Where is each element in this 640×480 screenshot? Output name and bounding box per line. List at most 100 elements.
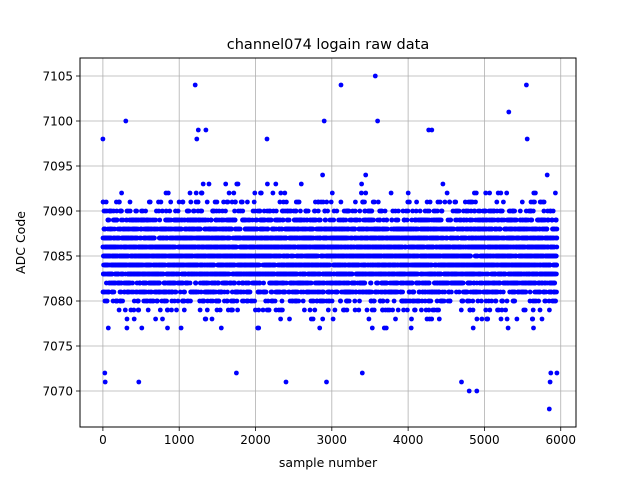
data-point	[256, 325, 262, 331]
data-point	[198, 226, 203, 232]
data-point	[329, 190, 335, 196]
data-point	[324, 199, 330, 205]
data-point	[157, 217, 163, 223]
data-point	[139, 325, 145, 331]
data-point	[124, 316, 130, 322]
data-point	[344, 307, 350, 313]
data-point	[221, 199, 227, 205]
data-point	[391, 298, 397, 304]
data-point	[295, 289, 300, 295]
data-point	[346, 298, 352, 304]
data-point	[180, 199, 186, 205]
data-point	[317, 217, 323, 223]
data-point	[436, 316, 442, 322]
data-point	[266, 307, 272, 313]
data-point	[458, 307, 464, 313]
data-point	[325, 307, 331, 313]
data-point	[427, 199, 433, 205]
data-point	[119, 190, 124, 196]
data-point	[470, 325, 476, 331]
data-point	[296, 199, 302, 205]
data-point	[164, 298, 170, 304]
data-point	[296, 298, 302, 304]
data-point	[124, 325, 130, 331]
data-point	[198, 289, 204, 295]
data-point	[357, 208, 363, 214]
data-point	[408, 325, 414, 331]
data-point	[356, 307, 362, 313]
data-point	[235, 307, 241, 313]
data-point	[444, 190, 450, 196]
data-point	[453, 199, 459, 205]
data-point	[252, 190, 258, 196]
data-point	[204, 199, 210, 205]
data-point	[174, 307, 179, 313]
data-point	[334, 208, 340, 214]
data-point	[417, 208, 423, 214]
data-point	[363, 172, 369, 178]
data-point	[310, 316, 316, 322]
data-point	[323, 217, 328, 223]
data-point	[268, 217, 274, 223]
data-point	[315, 208, 321, 214]
data-point	[300, 298, 306, 304]
data-point	[473, 190, 479, 196]
data-point	[153, 217, 159, 223]
data-point	[173, 289, 179, 295]
data-point	[169, 307, 174, 313]
data-point	[116, 307, 122, 313]
data-point	[231, 190, 237, 196]
data-point	[438, 217, 444, 223]
data-point	[118, 289, 124, 295]
data-point	[254, 217, 260, 223]
data-point	[245, 199, 250, 205]
data-point	[131, 316, 137, 322]
data-point	[371, 217, 376, 223]
data-point	[405, 190, 411, 196]
data-point	[240, 208, 246, 214]
data-point	[153, 316, 159, 322]
data-point	[460, 298, 466, 304]
data-point	[320, 172, 325, 178]
data-point	[331, 217, 337, 223]
data-point	[214, 199, 220, 205]
data-point	[447, 199, 452, 205]
data-point	[359, 190, 364, 196]
data-point	[165, 307, 171, 313]
data-point	[225, 289, 230, 295]
data-point	[329, 298, 335, 304]
data-point	[280, 307, 285, 313]
data-point	[119, 208, 124, 214]
data-point	[195, 199, 201, 205]
data-point	[338, 199, 344, 205]
data-point	[302, 307, 307, 313]
data-point	[191, 208, 197, 214]
data-point	[279, 298, 285, 304]
data-point	[258, 190, 264, 196]
data-point	[284, 199, 289, 205]
data-point	[330, 316, 336, 322]
data-point	[460, 280, 466, 286]
data-point	[369, 208, 375, 214]
data-point	[395, 217, 401, 223]
data-point	[193, 280, 199, 286]
data-point	[282, 289, 288, 295]
data-point	[232, 208, 238, 214]
data-point	[371, 298, 377, 304]
data-point	[216, 280, 221, 286]
data-point	[265, 298, 271, 304]
data-point	[251, 199, 257, 205]
data-point	[257, 280, 263, 286]
data-point	[256, 307, 262, 313]
data-point	[203, 316, 209, 322]
data-point	[232, 217, 238, 223]
data-point	[158, 199, 164, 205]
data-point	[382, 208, 388, 214]
data-point	[470, 298, 476, 304]
data-point	[165, 190, 171, 196]
data-point	[106, 289, 112, 295]
data-point	[280, 217, 286, 223]
data-point	[393, 316, 398, 322]
data-point	[155, 298, 160, 304]
data-point	[208, 217, 214, 223]
